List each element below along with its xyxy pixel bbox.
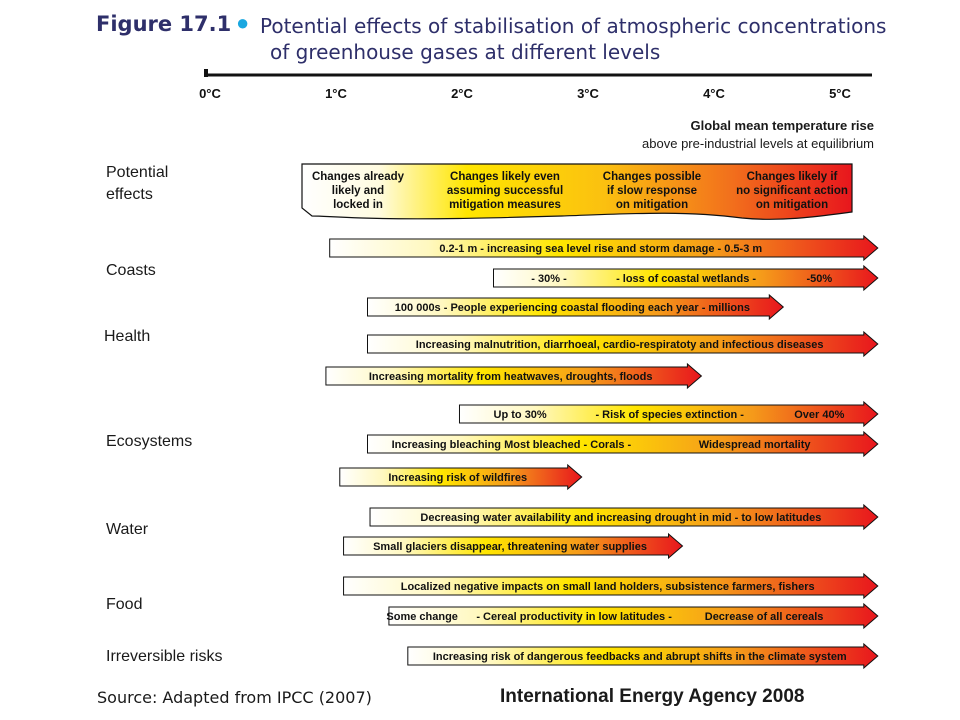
malnutrition-arrow-label: Increasing malnutrition, diarrhoeal, car… (416, 339, 824, 351)
water-availability-arrow-label: Decreasing water availability and increa… (420, 512, 821, 524)
species-extinction-arrow-label-2: - Risk of species extinction - (595, 409, 744, 421)
figure-title: Potential effects of stabilisation of at… (260, 13, 886, 65)
band-section-1-line-1: Changes already (312, 171, 405, 183)
wildfires-arrow-label: Increasing risk of wildfires (388, 472, 527, 484)
axis-title: Global mean temperature rise above pre-i… (642, 117, 874, 153)
scale-start-marker (204, 69, 208, 77)
temperature-scale: 0°C 1°C 2°C 3°C 4°C 5°C (199, 69, 872, 101)
wetlands-arrow-shape (493, 264, 879, 292)
band-section-3-line-1: Changes possible (603, 171, 701, 183)
cereal-arrow: Some change - Cereal productivity in low … (386, 602, 879, 630)
wetlands-arrow-label-1: - 30% - (531, 273, 567, 285)
row-label-irreversible-risks: Irreversible risks (106, 648, 223, 665)
potential-effects-band-shape (301, 163, 853, 220)
malnutrition-arrow: Increasing malnutrition, diarrhoeal, car… (367, 330, 879, 358)
cereal-arrow-label-1: Some change (386, 611, 458, 623)
sea-level-arrow: 0.2-1 m - increasing sea level rise and … (329, 234, 879, 262)
heatwaves-arrow-label: Increasing mortality from heatwaves, dro… (369, 371, 653, 383)
heatwaves-arrow-shape (325, 362, 703, 390)
coastal-flooding-arrow: 100 000s - People experiencing coastal f… (367, 293, 785, 321)
row-label-water: Water (106, 521, 149, 538)
sea-level-arrow-label: 0.2-1 m - increasing sea level rise and … (439, 243, 762, 255)
localized-impacts-arrow-shape (343, 572, 879, 600)
row-label-health: Health (104, 328, 151, 345)
scale-tick-labels: 0°C 1°C 2°C 3°C 4°C 5°C (199, 86, 851, 101)
glaciers-arrow-shape (343, 532, 684, 560)
figure-title-line-2: of greenhouse gases at different levels (270, 40, 661, 64)
cereal-arrow-shape (388, 602, 879, 630)
species-extinction-arrow-shape (458, 400, 879, 428)
potential-effects-band: Changes already likely and locked in Change… (301, 163, 853, 220)
cereal-arrow-label-2: - Cereal productivity in low latitudes - (476, 611, 672, 623)
band-section-2-line-2: assuming successful (447, 185, 563, 197)
axis-title-line-2: above pre-industrial levels at equilibri… (642, 136, 874, 151)
tick-label-1: 1°C (325, 86, 347, 101)
heatwaves-arrow: Increasing mortality from heatwaves, dro… (325, 362, 703, 390)
band-section-4-line-2: no significant action (736, 185, 848, 197)
source-note: Source: Adapted from IPCC (2007) (97, 688, 372, 707)
row-label-food: Food (106, 596, 143, 613)
wildfires-arrow-shape (339, 463, 583, 491)
row-label-potential-effects-line-2: effects (106, 186, 153, 203)
water-availability-arrow: Decreasing water availability and increa… (369, 503, 879, 531)
sea-level-arrow-shape (329, 234, 879, 262)
bullet-icon: ● (236, 10, 250, 35)
water-availability-arrow-shape (369, 503, 879, 531)
tick-label-4: 4°C (703, 86, 725, 101)
band-section-4-line-3: on mitigation (756, 199, 828, 211)
wetlands-arrow-label-3: -50% (807, 273, 833, 285)
figure-number: Figure 17.1 (96, 12, 232, 36)
tick-label-0: 0°C (199, 86, 221, 101)
species-extinction-arrow-label-1: Up to 30% (494, 409, 547, 421)
feedbacks-arrow-label: Increasing risk of dangerous feedbacks a… (433, 651, 847, 663)
row-label-potential-effects: Potential effects (106, 162, 168, 206)
tick-label-2: 2°C (451, 86, 473, 101)
band-section-3-line-2: if slow response (607, 185, 697, 197)
wetlands-arrow-label-2: - loss of coastal wetlands - (616, 273, 756, 285)
figure-title-line-1: Potential effects of stabilisation of at… (260, 14, 887, 38)
localized-impacts-arrow: Localized negative impacts on small land… (343, 572, 879, 600)
band-section-4-line-1: Changes likely if (747, 171, 838, 183)
wetlands-arrow: - 30% - - loss of coastal wetlands - -50% (493, 264, 879, 292)
band-section-2-line-1: Changes likely even (450, 171, 560, 183)
corals-arrow-label-2: Widespread mortality (699, 439, 812, 451)
band-section-1-line-3: locked in (333, 199, 383, 211)
malnutrition-arrow-shape (367, 330, 879, 358)
band-section-3-line-3: on mitigation (616, 199, 688, 211)
row-label-ecosystems: Ecosystems (106, 433, 193, 450)
band-section-2-line-3: mitigation measures (449, 199, 561, 211)
axis-title-line-1: Global mean temperature rise (690, 118, 874, 133)
glaciers-arrow-label: Small glaciers disappear, threatening wa… (373, 541, 647, 553)
glaciers-arrow: Small glaciers disappear, threatening wa… (343, 532, 684, 560)
wildfires-arrow: Increasing risk of wildfires (339, 463, 583, 491)
row-label-coasts: Coasts (106, 262, 156, 279)
cereal-arrow-label-3: Decrease of all cereals (705, 611, 824, 623)
feedbacks-arrow: Increasing risk of dangerous feedbacks a… (407, 642, 879, 670)
effect-arrows: 0.2-1 m - increasing sea level rise and … (325, 234, 879, 670)
coastal-flooding-arrow-label: 100 000s - People experiencing coastal f… (395, 302, 750, 314)
agency-credit: International Energy Agency 2008 (500, 686, 805, 707)
corals-arrow-shape (367, 430, 879, 458)
corals-arrow: Increasing bleaching Most bleached - Cor… (367, 430, 879, 458)
row-label-potential-effects-line-1: Potential (106, 164, 169, 181)
feedbacks-arrow-shape (407, 642, 879, 670)
species-extinction-arrow: Up to 30% - Risk of species extinction - O… (458, 400, 879, 428)
localized-impacts-arrow-label: Localized negative impacts on small land… (401, 581, 815, 593)
band-section-1-line-2: likely and (332, 185, 384, 197)
species-extinction-arrow-label-3: Over 40% (794, 409, 844, 421)
corals-arrow-label-1: Increasing bleaching Most bleached - Cor… (392, 439, 632, 451)
tick-label-5: 5°C (829, 86, 851, 101)
coastal-flooding-arrow-shape (367, 293, 785, 321)
tick-label-3: 3°C (577, 86, 599, 101)
